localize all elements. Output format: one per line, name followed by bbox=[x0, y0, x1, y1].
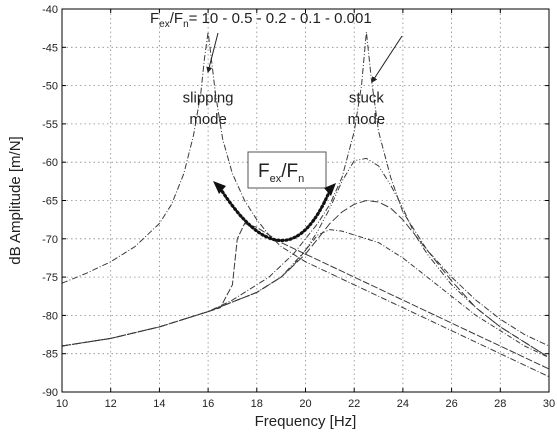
x-tick-label: 24 bbox=[397, 398, 409, 410]
series-line-6 bbox=[61, 157, 550, 358]
ratio-box bbox=[247, 151, 327, 189]
series-line-1 bbox=[61, 31, 550, 378]
x-tick-label: 14 bbox=[153, 398, 165, 410]
mode-label: mode bbox=[189, 111, 227, 128]
leader-slipping bbox=[206, 32, 219, 73]
x-tick-label: 12 bbox=[105, 398, 117, 410]
series-line-4 bbox=[61, 229, 550, 358]
series-line-2 bbox=[61, 31, 550, 347]
x-tick-label: 20 bbox=[299, 398, 311, 410]
x-tick-label: 26 bbox=[445, 398, 457, 410]
y-tick-label: -70 bbox=[42, 234, 58, 246]
x-axis-label: Frequency [Hz] bbox=[255, 413, 357, 430]
x-tick-label: 28 bbox=[494, 398, 506, 410]
y-tick-label: -65 bbox=[42, 196, 58, 208]
y-tick-label: -40 bbox=[42, 4, 58, 16]
mode-label: mode bbox=[348, 111, 386, 128]
ratio-box-label: Fex/Fn bbox=[258, 161, 304, 185]
grid bbox=[62, 9, 549, 392]
y-tick-label: -50 bbox=[42, 81, 58, 93]
trend-arrow bbox=[218, 186, 332, 243]
x-tick-label: 22 bbox=[348, 398, 360, 410]
mode-label: slipping bbox=[183, 89, 234, 106]
y-tick-label: -45 bbox=[42, 42, 58, 54]
series-group bbox=[61, 31, 550, 378]
trend-arrow-head-left bbox=[213, 181, 226, 194]
leader-stuck bbox=[371, 35, 403, 83]
y-tick-label: -60 bbox=[42, 157, 58, 169]
y-tick-label: -80 bbox=[42, 310, 58, 322]
y-tick-label: -90 bbox=[42, 387, 58, 399]
x-tick-label: 10 bbox=[56, 398, 68, 410]
series-line-3 bbox=[207, 222, 550, 370]
mode-label: stuck bbox=[349, 89, 385, 106]
x-tick-label: 30 bbox=[543, 398, 555, 410]
y-tick-label: -85 bbox=[42, 349, 58, 361]
annotations: Fex/Fn= 10 - 0.5 - 0.2 - 0.1 - 0.001 slip… bbox=[150, 10, 403, 243]
trend-arrow-head-right bbox=[324, 183, 336, 196]
y-tick-label: -75 bbox=[42, 272, 58, 284]
x-tick-label: 18 bbox=[251, 398, 263, 410]
y-tick-label: -55 bbox=[42, 119, 58, 131]
y-axis-label: dB Amplitude [m/N] bbox=[7, 136, 24, 264]
x-tick-label: 16 bbox=[202, 398, 214, 410]
ticks: 10 12 14 16 18 20 22 24 26 28 30 -90 -85 -80 -75 -70 -65… bbox=[42, 4, 555, 410]
formula-annotation: Fex/Fn= 10 - 0.5 - 0.2 - 0.1 - 0.001 bbox=[150, 10, 372, 30]
